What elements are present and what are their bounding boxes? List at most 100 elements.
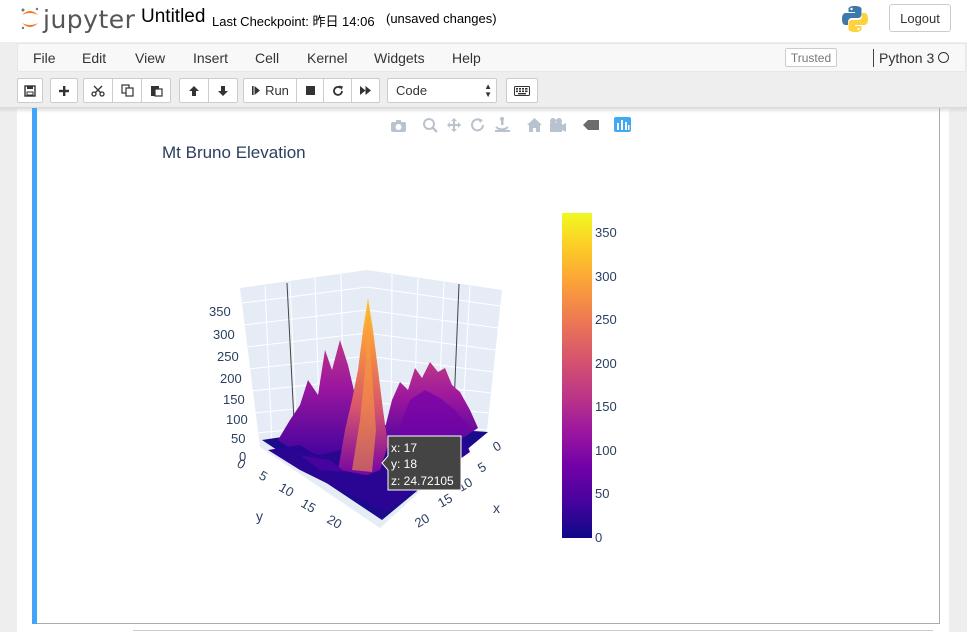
jupyter-logo-icon [21,7,39,30]
colorbar-tick: 250 [595,312,617,327]
copy-icon [120,84,134,97]
arrow-down-icon [218,85,228,96]
save-camera-icon[interactable] [550,118,566,132]
z-axis-ticks: 350 300 250 200 150 100 50 0 [209,304,248,464]
restart-kernel-button[interactable] [323,78,352,103]
y-axis-label: y [256,508,263,524]
surface-foreground-bump [300,455,345,472]
save-button[interactable] [17,78,43,103]
x-tick: 5 [475,459,489,476]
selected-cell-indicator [32,108,37,624]
camera-icon[interactable] [391,120,406,132]
restart-icon [332,85,343,96]
menu-insert[interactable]: Insert [193,50,229,66]
plus-icon [59,85,69,96]
last-checkpoint: Last Checkpoint: 昨日 14:06 [212,14,375,29]
unsaved-changes-status: (unsaved changes) [386,11,497,26]
notebook-header: jupyter Untitled Last Checkpoint: 昨日 14:… [0,0,967,42]
x-tick: 15 [435,490,455,510]
colorbar-tick: 100 [595,443,617,458]
menu-widgets[interactable]: Widgets [374,50,425,66]
plot-title: Mt Bruno Elevation [162,143,306,162]
kernel-separator [873,49,874,67]
hover-x: x: 17 [391,441,417,455]
select-arrows-icon: ▲ ▼ [484,82,492,99]
z-tick: 250 [217,349,239,364]
notebook-title[interactable]: Untitled [141,6,206,27]
3d-scene[interactable]: 350 300 250 200 150 100 50 0 0 5 10 15 2… [209,270,504,532]
move-cell-down-button[interactable] [208,78,238,103]
plotly-logo-icon[interactable] [614,117,631,132]
colorbar-tick: 150 [595,399,617,414]
menu-cell[interactable]: Cell [255,50,280,66]
orbit-rotation-icon[interactable] [471,118,484,132]
step-forward-icon [252,86,261,95]
x-tick: 0 [490,438,504,455]
plotly-modebar [391,117,631,133]
pan-icon[interactable] [447,118,461,132]
logout-button[interactable]: Logout [889,4,951,32]
turntable-rotation-icon[interactable] [495,117,510,132]
z-tick: 100 [226,412,248,427]
jupyter-logo-text: jupyter [43,4,136,34]
restart-run-all-button[interactable] [351,78,380,103]
cell-type-select[interactable]: Code ▲ ▼ [387,78,497,103]
menu-file[interactable]: File [33,50,56,66]
menu-edit[interactable]: Edit [82,50,107,66]
trusted-indicator[interactable]: Trusted [785,48,837,67]
run-button-label: Run [265,83,289,98]
y-tick: 10 [277,480,297,500]
zoom-icon[interactable] [423,118,438,133]
hover-closest-icon[interactable] [583,120,599,130]
z-tick: 300 [213,327,235,342]
paste-icon [150,86,163,97]
x-tick: 20 [412,510,432,530]
copy-button[interactable] [112,78,142,103]
surface-right-ridge-shade [398,390,470,444]
cell-type-value: Code [396,83,428,98]
colorbar-tick: 0 [595,530,602,545]
kernel-name: Python 3 [879,50,935,66]
y-tick: 5 [257,468,271,485]
hover-z: z: 24.72105 [391,474,454,488]
z-tick: 150 [223,392,245,407]
cut-button[interactable] [83,78,113,103]
y-tick: 15 [299,496,319,516]
menu-help[interactable]: Help [452,50,481,66]
move-cell-up-button[interactable] [179,78,209,103]
y-tick: 20 [325,512,345,532]
fast-forward-icon [360,86,371,95]
z-tick: 0 [239,449,246,464]
surface-left-ridge [278,340,362,455]
menu-kernel[interactable]: Kernel [307,50,348,66]
next-cell-border [133,630,933,631]
x-axis-label: x [493,500,500,516]
colorbar-tick: 200 [595,356,617,371]
z-tick: 50 [231,431,245,446]
surface-peak-highlight [352,300,376,472]
hover-tooltip: x: 17 y: 18 z: 24.72105 [381,435,462,491]
menubar: File Edit View Insert Cell Kernel Widget… [17,43,966,72]
colorbar-tick: 50 [595,486,609,501]
stop-icon [305,86,315,95]
save-icon [24,84,36,97]
scissors-icon [91,85,105,97]
keyboard-icon [514,85,530,96]
surface-foreground [268,440,470,512]
command-palette-button[interactable] [506,78,538,103]
menu-view[interactable]: View [135,50,166,66]
hover-y: y: 18 [391,457,417,471]
colorbar: 350 300 250 200 150 100 50 0 [562,213,617,545]
notebook-toolbar: Run Code ▲ ▼ [17,78,957,103]
header-shadow [0,107,967,113]
python-kernel-logo-icon [842,6,868,32]
paste-button[interactable] [141,78,171,103]
colorbar-tick: 350 [595,225,617,240]
colorbar-gradient [562,213,592,538]
reset-camera-icon[interactable] [527,118,542,132]
insert-cell-button[interactable] [50,78,78,103]
z-tick: 200 [220,371,242,386]
jupyter-logo[interactable]: jupyter [20,4,135,34]
z-tick: 350 [209,304,231,319]
